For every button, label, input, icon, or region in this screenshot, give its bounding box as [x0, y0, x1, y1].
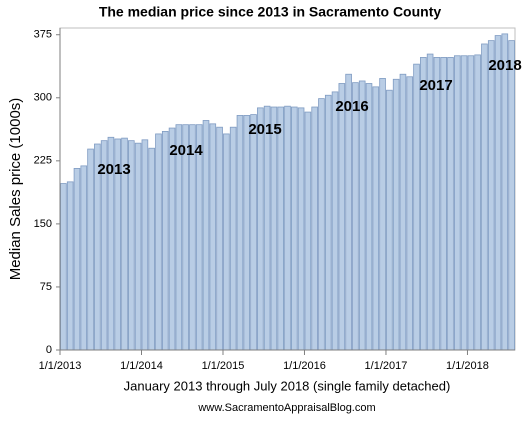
year-annotation: 2014 — [169, 142, 203, 159]
y-tick-label: 0 — [46, 344, 52, 356]
y-tick-label: 300 — [34, 92, 52, 104]
bar — [379, 78, 386, 351]
bar — [426, 53, 434, 351]
bar — [345, 73, 352, 351]
bar — [155, 133, 162, 351]
bar — [134, 142, 142, 351]
bar — [420, 57, 427, 351]
y-tick-label: 150 — [34, 218, 52, 230]
bar — [399, 73, 407, 351]
year-annotation: 2017 — [419, 77, 452, 94]
chart-title: The median price since 2013 in Sacrament… — [99, 4, 442, 20]
bar — [229, 126, 237, 351]
bar — [243, 115, 251, 351]
year-annotation: 2018 — [488, 57, 521, 74]
bar — [290, 106, 298, 351]
bar — [270, 106, 278, 351]
bar — [216, 126, 223, 351]
bar — [257, 107, 264, 351]
bar — [87, 148, 94, 351]
bar — [60, 183, 67, 351]
bar — [474, 54, 481, 351]
bar — [508, 40, 515, 351]
y-tick-label: 225 — [34, 155, 52, 167]
bar — [202, 120, 210, 351]
bar — [141, 139, 149, 351]
bar — [161, 131, 169, 351]
bar — [406, 76, 414, 351]
x-axis-label: January 2013 through July 2018 (single f… — [124, 378, 451, 393]
source: www.SacramentoAppraisalBlog.com — [197, 402, 375, 414]
x-tick-label: 1/1/2014 — [120, 360, 163, 372]
x-tick-label: 1/1/2016 — [283, 360, 326, 372]
bar — [73, 168, 81, 351]
bar — [467, 55, 475, 351]
bar — [447, 57, 454, 351]
x-tick-label: 1/1/2013 — [39, 360, 82, 372]
y-tick-label: 375 — [34, 29, 52, 41]
x-tick-label: 1/1/2017 — [365, 360, 408, 372]
bar — [80, 165, 88, 351]
bar — [284, 105, 291, 351]
bar — [460, 55, 468, 351]
y-tick-label: 75 — [40, 281, 52, 293]
bar — [453, 55, 461, 351]
x-tick-label: 1/1/2015 — [202, 360, 245, 372]
bar — [413, 63, 420, 351]
bar — [209, 123, 217, 351]
bar — [324, 94, 332, 351]
bar — [372, 86, 380, 351]
bar — [365, 83, 373, 351]
bar — [223, 133, 230, 351]
bar — [148, 147, 155, 351]
bar — [250, 114, 257, 351]
bar — [352, 82, 359, 351]
year-annotation: 2015 — [248, 121, 281, 138]
bar — [358, 80, 366, 351]
bar — [263, 105, 271, 351]
bar — [481, 43, 488, 351]
bar — [168, 127, 176, 351]
y-axis-label: Median Sales price (1000s) — [7, 98, 24, 281]
bar — [501, 33, 509, 351]
bar — [487, 40, 495, 351]
bar — [494, 35, 502, 351]
bar — [318, 98, 325, 351]
year-annotation: 2013 — [97, 161, 130, 178]
year-annotation: 2016 — [335, 98, 368, 115]
bar — [297, 107, 305, 351]
bar — [66, 181, 74, 351]
bar — [331, 91, 339, 351]
bar — [386, 89, 393, 351]
bar — [392, 78, 400, 351]
bar — [440, 57, 447, 351]
bar — [236, 115, 244, 351]
bar — [338, 83, 346, 351]
bar — [433, 57, 441, 351]
x-tick-label: 1/1/2018 — [446, 360, 489, 372]
bar — [311, 106, 318, 351]
bar — [304, 111, 312, 351]
bar — [277, 106, 285, 351]
